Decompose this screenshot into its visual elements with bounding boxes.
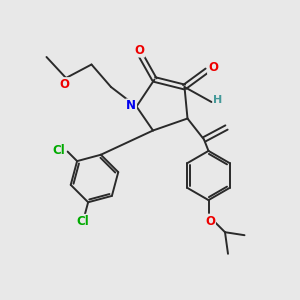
Text: Cl: Cl xyxy=(77,215,89,228)
Text: O: O xyxy=(205,214,215,228)
Text: O: O xyxy=(134,44,145,57)
Text: O: O xyxy=(208,61,218,74)
Text: O: O xyxy=(59,78,70,91)
Text: Cl: Cl xyxy=(53,144,65,157)
Text: H: H xyxy=(214,94,223,105)
Text: N: N xyxy=(126,99,136,112)
